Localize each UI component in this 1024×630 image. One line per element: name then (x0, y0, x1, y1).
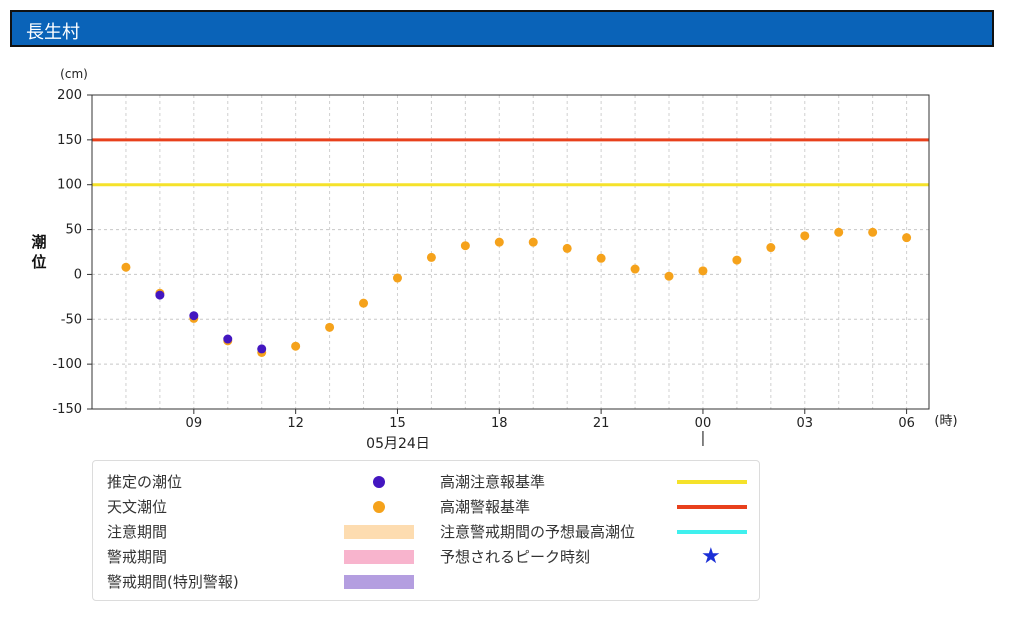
legend-color-swatch (344, 525, 414, 539)
y-unit-label: (cm) (60, 67, 88, 81)
data-point (630, 264, 640, 274)
legend-item-label: 警戒期間 (107, 548, 168, 566)
y-tick-label: -50 (61, 312, 82, 327)
y-tick-label: -100 (52, 357, 82, 372)
legend-item-label: 警戒期間(特別警報) (107, 573, 239, 591)
y-tick-label: 150 (57, 133, 82, 148)
y-tick-label: 50 (65, 223, 82, 238)
legend-line-swatch (677, 530, 747, 534)
x-tick-labels: 09 12 15 18 21 00 03 06 (186, 409, 915, 431)
data-point (766, 243, 776, 253)
x-tick-label: 06 (898, 416, 915, 431)
y-tick-label: 100 (57, 178, 82, 193)
data-point (325, 322, 335, 332)
data-point (257, 344, 267, 354)
x-tick-label: 09 (186, 416, 203, 431)
chart-legend: 推定の潮位天文潮位注意期間警戒期間警戒期間(特別警報) 高潮注意報基準 高潮警報基準… (92, 460, 760, 601)
data-point (664, 271, 674, 281)
legend-item-label: 天文潮位 (107, 498, 168, 516)
legend-item-label: 高潮注意報基準 (440, 473, 546, 491)
legend-item-label: 推定の潮位 (107, 473, 183, 491)
data-point (868, 227, 878, 237)
data-point (155, 290, 165, 300)
legend-line-swatch (677, 505, 747, 509)
y-tick-label: -150 (52, 402, 82, 417)
data-point (562, 243, 572, 253)
threshold-lines (92, 138, 929, 187)
x-tick-label: 18 (491, 416, 508, 431)
x-tick-label: 15 (389, 416, 406, 431)
data-point (596, 253, 606, 263)
legend-dot-swatch (373, 501, 385, 513)
data-point (494, 237, 504, 247)
data-point (359, 298, 369, 308)
legend-item-label: 注意警戒期間の予想最高潮位 (440, 523, 636, 541)
data-point (460, 241, 470, 251)
data-point (189, 311, 199, 321)
data-point (392, 273, 402, 283)
legend-item-label: 注意期間 (107, 523, 168, 541)
plot-area-frame (91, 94, 930, 410)
legend-item-label: 予想されるピーク時刻 (440, 548, 591, 566)
x-unit-label: (時) (934, 414, 957, 429)
data-point (800, 231, 810, 241)
data-point (121, 262, 131, 272)
data-point (291, 341, 301, 351)
x-tick-label: 21 (593, 416, 610, 431)
data-point (528, 237, 538, 247)
station-title: 長生村 (26, 22, 80, 43)
x-tick-label: 12 (287, 416, 304, 431)
legend-color-swatch (344, 550, 414, 564)
legend-color-swatch (344, 575, 414, 589)
y-tick-label: 200 (57, 88, 82, 103)
x-tick-label: 03 (797, 416, 814, 431)
y-axis-title: 潮位 (31, 233, 46, 271)
x-tick-label: 00 (695, 416, 712, 431)
tide-chart: -150 -100 -50 0 50 100 150 200 09 12 15 18 21 00 03 06… (31, 67, 957, 452)
y-tick-label: 0 (74, 267, 82, 282)
legend-line-swatch (677, 480, 747, 484)
y-tick-labels: -150 -100 -50 0 50 100 150 200 (52, 88, 92, 417)
chart-grid (92, 95, 929, 409)
legend-item-label: 高潮警報基準 (440, 498, 531, 516)
data-point (426, 252, 436, 262)
star-icon: ★ (701, 544, 721, 569)
data-point (902, 233, 912, 243)
data-points (121, 227, 912, 357)
data-point (732, 255, 742, 265)
data-point (698, 266, 708, 276)
legend-dot-swatch (373, 476, 385, 488)
data-point (834, 227, 844, 237)
data-point (223, 334, 233, 344)
station-header: 長生村 (10, 10, 994, 47)
date-label: 05月24日 (366, 436, 430, 452)
